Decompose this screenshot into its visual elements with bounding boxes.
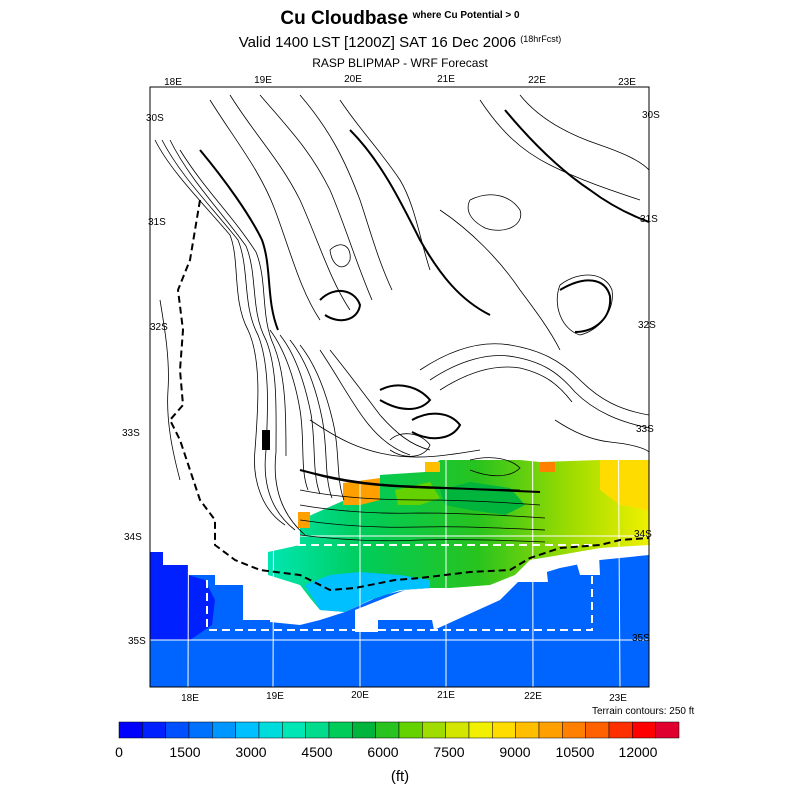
colorbar-swatch	[282, 721, 306, 739]
colorbar-swatch	[608, 721, 633, 739]
lon-bottom-20e: 20E	[351, 690, 369, 701]
lon-top-22e: 22E	[528, 75, 546, 86]
colorbar-label-12000: 12000	[618, 744, 658, 760]
left-latitude-labels: 30S 31S 32S 33S 34S 35S	[122, 113, 168, 647]
lon-bottom-19e: 19E	[266, 691, 284, 702]
colorbar-swatch	[258, 721, 283, 739]
colorbar-swatch	[492, 721, 516, 739]
colorbar-label-9000: 9000	[499, 744, 531, 760]
lon-bottom-18e: 18E	[181, 693, 199, 704]
colorbar-swatch	[328, 721, 353, 739]
colorbar-swatch	[538, 721, 563, 739]
cloudbase-high-patch	[600, 460, 649, 510]
lat-left-31s: 31S	[148, 217, 166, 228]
model-name: RASP BLIPMAP - WRF Forecast	[312, 56, 488, 70]
title-qualifier: where Cu Potential > 0	[412, 10, 520, 21]
valid-time: Valid 1400 LST [1200Z] SAT 16 Dec 2006	[238, 34, 517, 51]
colorbar-swatch	[375, 721, 400, 739]
right-latitude-labels: 30S 31S 32S 33S 34S 35S	[632, 110, 660, 644]
cloudbase-high-patch	[298, 512, 310, 528]
colorbar-swatch	[445, 721, 470, 739]
colorbar-swatch	[118, 721, 143, 739]
cloudbase-high-patch	[425, 462, 440, 472]
lon-bottom-21e: 21E	[437, 690, 455, 701]
lat-left-30s: 30S	[146, 113, 164, 124]
colorbar-swatch	[562, 721, 586, 739]
map-plot-area	[150, 87, 649, 687]
lat-right-30s: 30S	[642, 110, 660, 121]
lat-right-34s: 34S	[634, 529, 652, 540]
colorbar-swatch	[188, 721, 213, 739]
colorbar-swatch	[398, 721, 423, 739]
colorbar-swatch	[585, 721, 610, 739]
lat-right-32s: 32S	[638, 320, 656, 331]
map-frame	[149, 86, 650, 688]
forecast-hour: (18hrFcst)	[520, 34, 562, 44]
cloudbase-high-patch	[540, 462, 555, 472]
lat-right-35s: 35S	[632, 633, 650, 644]
title-main: Cu Cloudbase	[280, 8, 409, 29]
colorbar-swatch	[212, 721, 236, 739]
colorbar-swatch	[142, 721, 166, 739]
colorbar-label-1500: 1500	[169, 744, 201, 760]
valid-time-line: Valid 1400 LST [1200Z] SAT 16 Dec 2006 (…	[0, 34, 800, 51]
coastline	[168, 199, 649, 592]
colorbar-swatch	[305, 721, 330, 739]
lon-bottom-22e: 22E	[524, 691, 542, 702]
colorbar-swatch	[632, 721, 656, 739]
terrain-contour-note: Terrain contours: 250 ft	[592, 706, 695, 717]
colorbar-swatch	[468, 721, 493, 739]
colorbar-label-7500: 7500	[433, 744, 465, 760]
lon-top-19e: 19E	[254, 75, 272, 86]
lon-bottom-23e: 23E	[609, 693, 627, 704]
no-data-patch	[355, 588, 432, 632]
lon-top-18e: 18E	[164, 77, 182, 88]
lon-top-20e: 20E	[344, 74, 362, 85]
bottom-longitude-labels: 18E 19E 20E 21E 22E 23E	[181, 690, 627, 704]
terrain-contours-major	[199, 109, 649, 493]
lon-top-23e: 23E	[618, 77, 636, 88]
terrain-peak	[262, 430, 270, 450]
colorbar-label-0: 0	[115, 744, 123, 760]
colorbar	[118, 721, 680, 739]
colorbar-swatch	[515, 721, 540, 739]
colorbar-swatch	[165, 721, 190, 739]
top-longitude-labels: 18E 19E 20E 21E 22E 23E	[164, 74, 636, 88]
lat-left-35s: 35S	[128, 636, 146, 647]
lat-right-33s: 33S	[636, 424, 654, 435]
lat-left-34s: 34S	[124, 532, 142, 543]
lat-left-33s: 33S	[122, 428, 140, 439]
colorbar-label-6000: 6000	[367, 744, 399, 760]
colorbar-label-3000: 3000	[235, 744, 267, 760]
colorbar-swatch	[422, 721, 446, 739]
ocean-deep-region	[150, 552, 215, 640]
cloudbase-mid-patch	[305, 572, 430, 612]
graticule	[150, 87, 649, 687]
lat-left-32s: 32S	[150, 322, 168, 333]
inner-domain-box	[206, 544, 593, 631]
colorbar-label-4500: 4500	[301, 744, 333, 760]
colorbar-swatch	[352, 721, 376, 739]
colorbar-swatch	[235, 721, 260, 739]
lat-right-31s: 31S	[640, 214, 658, 225]
chart-title: Cu Cloudbase where Cu Potential > 0	[0, 8, 800, 30]
colorbar-label-10500: 10500	[555, 744, 595, 760]
lon-top-21e: 21E	[437, 74, 455, 85]
no-data-patch	[243, 598, 270, 620]
colorbar-swatch	[655, 721, 680, 739]
colorbar-units: (ft)	[390, 768, 410, 785]
